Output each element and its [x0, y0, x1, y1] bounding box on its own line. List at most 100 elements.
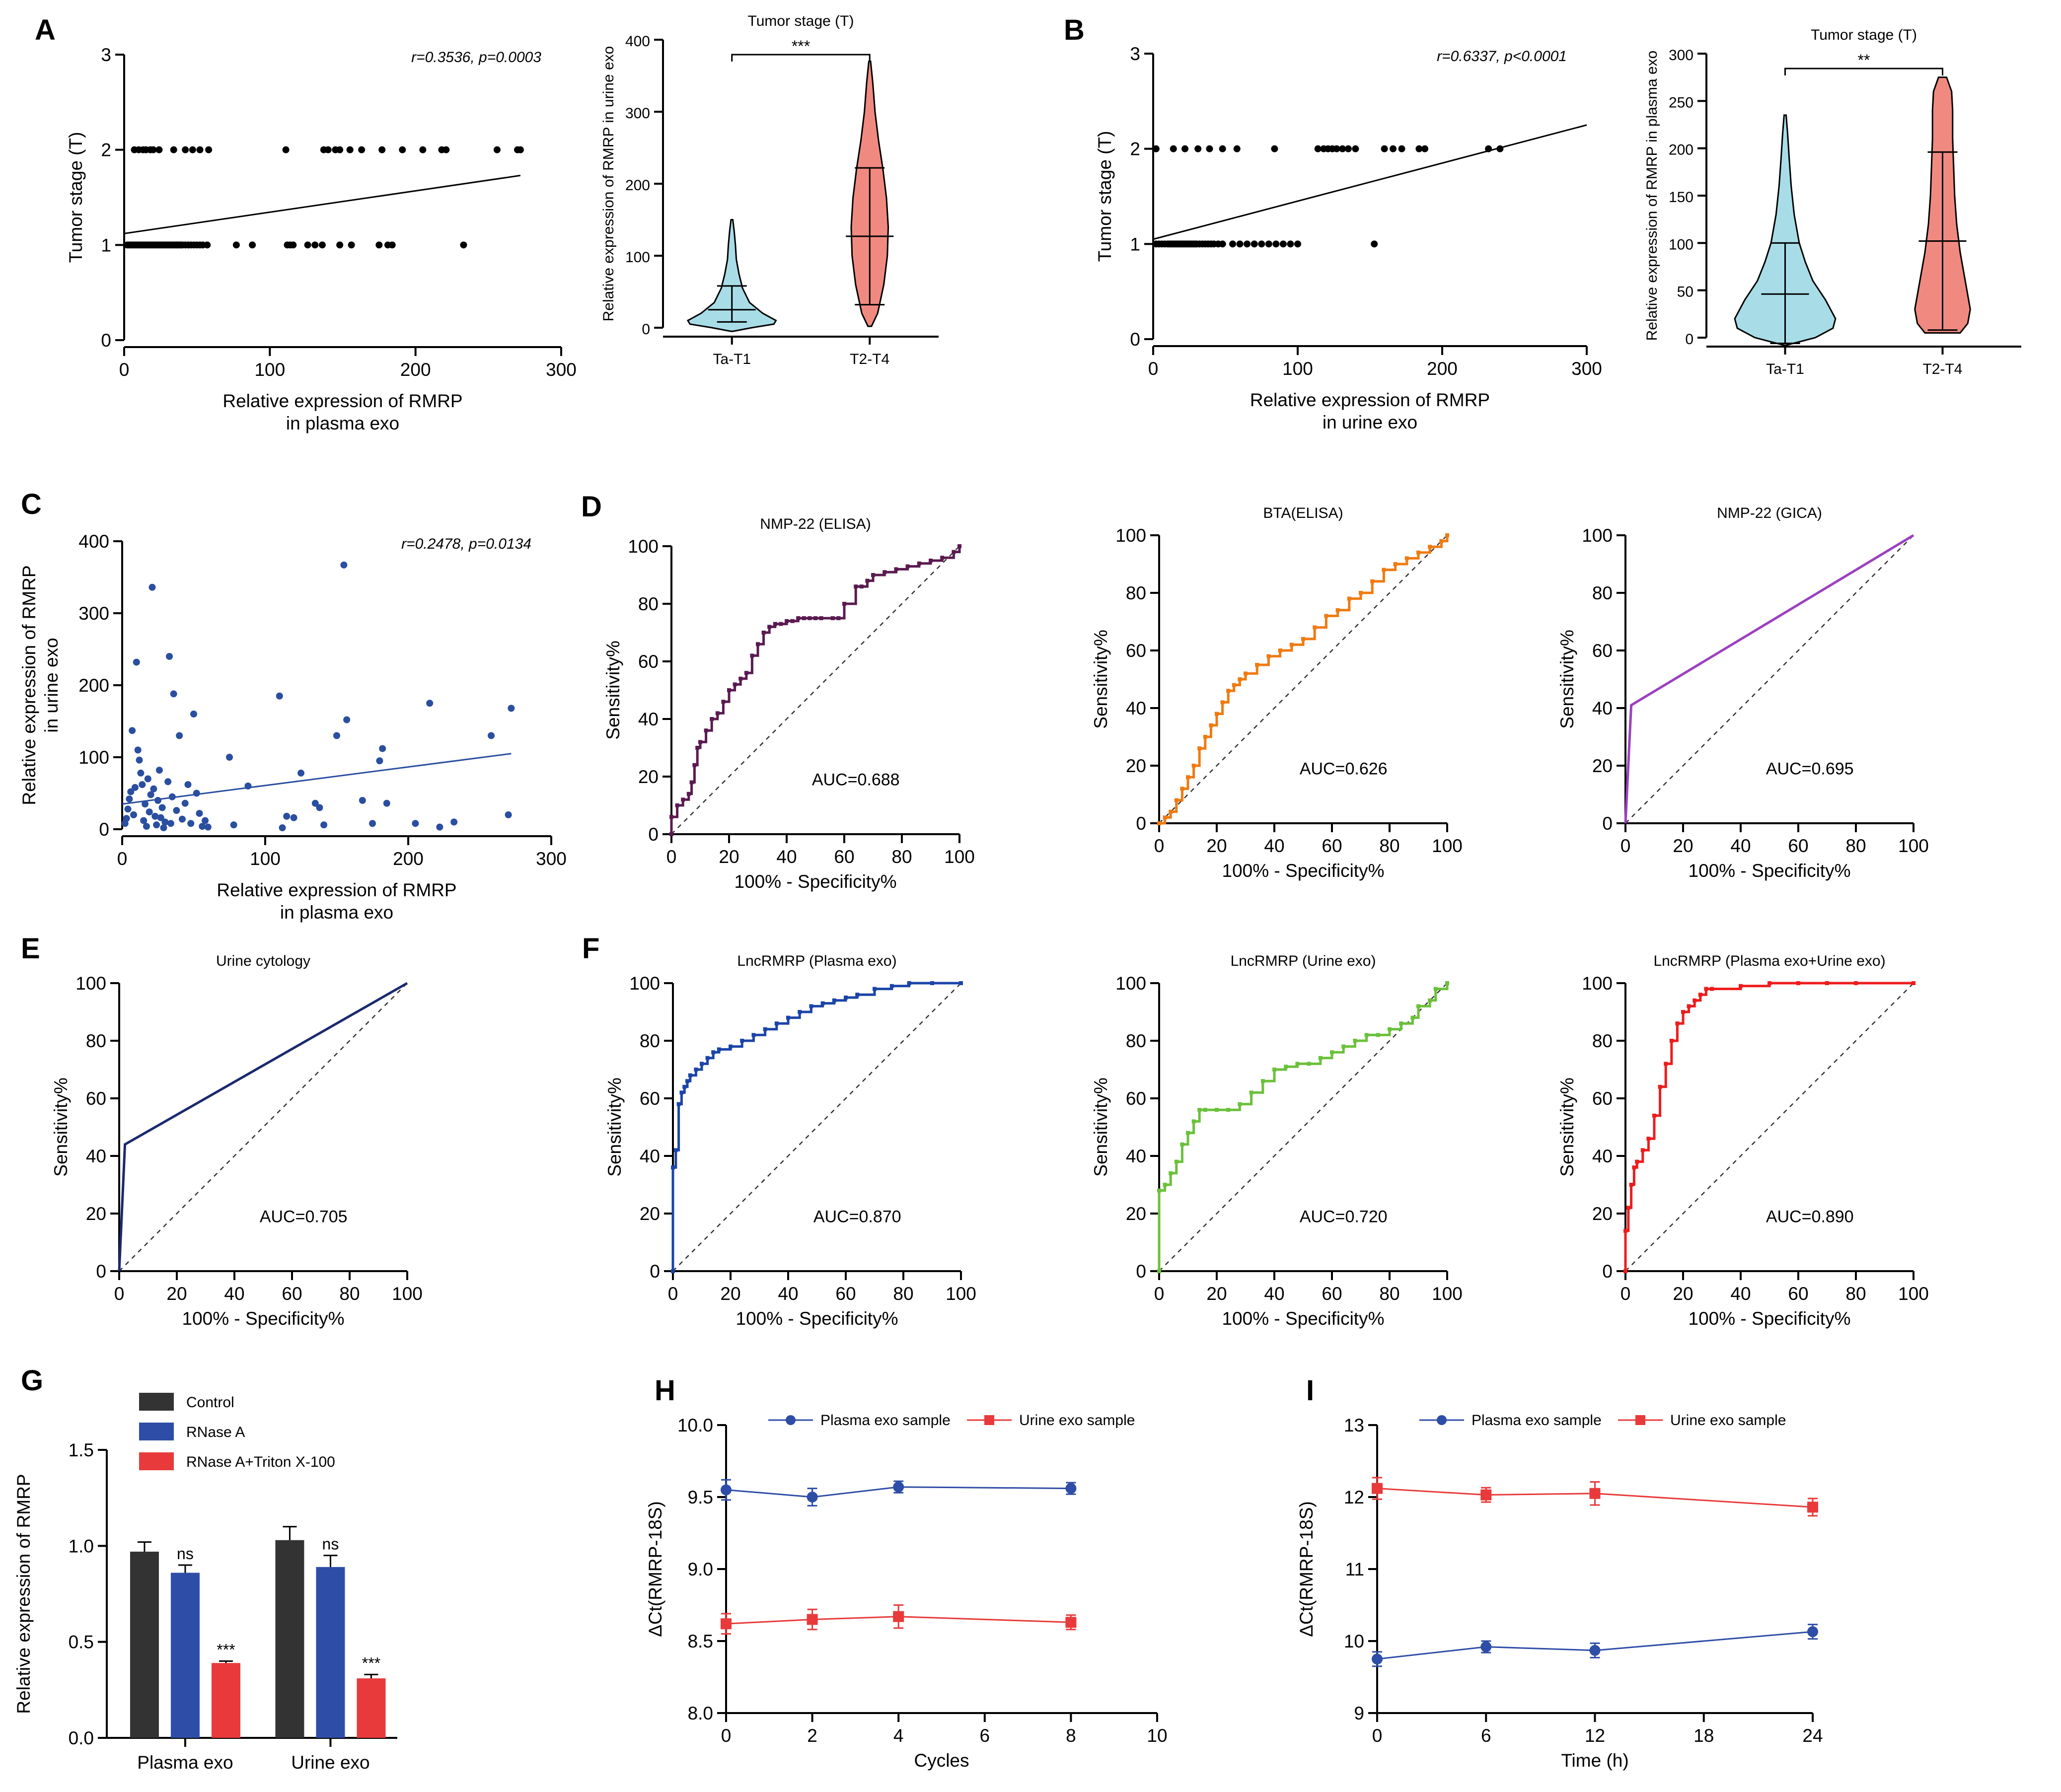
x-tick-label: 20 [1206, 836, 1227, 856]
auc-label: AUC=0.705 [260, 1207, 348, 1226]
bar-G_bar: 0.0 0.5 1.0 1.5 Plasma exo Urine exo Control ns… [13, 1364, 397, 1773]
scatter-point [1271, 145, 1278, 152]
roc-D1: 0 20 40 60 80 100 0 20 40 60 80 100 NMP-22 (ELISA) AU… [581, 491, 975, 892]
y-tick-label: 250 [1669, 94, 1693, 111]
reference-diagonal [671, 546, 960, 835]
scatter-point [139, 781, 146, 788]
data-marker [1589, 1488, 1601, 1499]
chart-title: LncRMRP (Plasma exo) [737, 953, 896, 969]
scatter-point [450, 818, 458, 826]
roc-point [959, 981, 963, 985]
roc-point [889, 984, 894, 988]
x-tick-label: 100 [1898, 836, 1929, 856]
y-tick-label: 300 [78, 603, 109, 624]
x-tick-label: 60 [1322, 836, 1342, 856]
chart-title: Tumor stage (T) [1811, 27, 1917, 43]
scatter-point [190, 711, 197, 717]
chart-title: BTA(ELISA) [1263, 505, 1343, 521]
data-marker [721, 1618, 732, 1630]
x-tick-label: 20 [719, 847, 739, 867]
roc-point [1307, 1062, 1311, 1066]
roc-point [1370, 579, 1375, 583]
reference-diagonal [1159, 535, 1448, 824]
roc-point [1169, 1171, 1173, 1175]
roc-point [1203, 735, 1207, 739]
x-tick-label: 40 [1264, 1284, 1284, 1304]
roc-point [1669, 1039, 1674, 1043]
y-axis-label: Tumor stage (T) [1095, 131, 1115, 262]
scatter-point [436, 823, 443, 831]
y-tick-label: 1.0 [69, 1536, 94, 1556]
x-category-label: T2-T4 [1922, 361, 1962, 377]
y-axis-label: Relative expression of RMRP in urine exo [600, 46, 617, 322]
x-tick-label: 0 [119, 359, 130, 380]
roc-point [832, 998, 836, 1003]
bar [275, 1540, 304, 1738]
y-tick-label: 3 [1130, 44, 1140, 64]
y-tick-label: 80 [638, 594, 659, 614]
x-tick-label: 100 [944, 847, 975, 867]
scatter-point [130, 811, 138, 818]
roc-point [1410, 1015, 1415, 1020]
x-tick-label: 24 [1802, 1725, 1823, 1746]
x-tick-label: 0 [117, 849, 128, 869]
x-axis-label: 100% - Specificity% [1222, 860, 1385, 881]
roc-point [1693, 998, 1697, 1003]
data-marker [893, 1611, 904, 1622]
y-tick-label: 100 [1669, 236, 1693, 253]
y-tick-label: 50 [1677, 284, 1693, 300]
x-axis-label: Cycles [914, 1750, 969, 1771]
scatter-point [379, 745, 386, 752]
y-tick-label: 100 [628, 536, 659, 557]
line-I_line: 9 10 11 12 13 0 6 12 18 24 Plasma exo sample Urine … [1296, 1374, 1823, 1771]
y-tick-label: 2 [1130, 139, 1140, 159]
y-tick-label: 20 [86, 1204, 106, 1224]
roc-point [1174, 798, 1178, 802]
x-tick-label: 0 [114, 1284, 125, 1304]
scatter-point [1371, 240, 1378, 248]
roc-point [905, 564, 910, 569]
scatter-point [276, 692, 283, 700]
scatter-point [460, 241, 467, 249]
significance-bracket [1784, 68, 1943, 75]
scatter-point [129, 727, 136, 734]
roc-point [813, 616, 817, 620]
regression-line [1153, 124, 1587, 240]
scatter-point [488, 732, 495, 739]
scatter-point [358, 146, 366, 153]
scatter-point [1170, 145, 1177, 152]
y-tick-label: 100 [1582, 973, 1613, 994]
chart-title: Tumor stage (T) [748, 13, 854, 29]
roc-point [1209, 723, 1213, 727]
scatter-point [369, 820, 376, 827]
roc-point [1445, 533, 1449, 537]
roc-point [705, 1056, 710, 1060]
roc-point [686, 791, 691, 796]
roc-point [808, 616, 812, 620]
roc-point [733, 682, 737, 687]
roc-point [710, 717, 714, 721]
roc-point [676, 1102, 681, 1106]
roc-point [729, 1044, 733, 1049]
roc-point [1912, 981, 1915, 985]
x-tick-label: 80 [893, 1284, 913, 1304]
roc-point [1681, 1010, 1685, 1014]
roc-point [1404, 556, 1409, 561]
y-axis-label: Relative expression of RMRP [19, 565, 39, 805]
scatter-point [1333, 145, 1340, 152]
roc-point [688, 1073, 692, 1077]
scatter-point [161, 818, 169, 826]
x-axis-label: 100% - Specificity% [1689, 860, 1851, 881]
y-tick-label: 400 [625, 33, 650, 50]
x-tick-label: 300 [546, 359, 577, 380]
roc-point [1445, 981, 1449, 985]
scatter-point [133, 658, 140, 666]
x-tick-label: 100 [946, 1284, 976, 1304]
x-tick-label: 40 [778, 1284, 798, 1304]
x-tick-label: 2 [807, 1725, 817, 1746]
roc-curve [1158, 983, 1449, 1271]
y-tick-label: 40 [638, 709, 659, 729]
x-tick-label: 4 [893, 1725, 904, 1746]
y-tick-label: 100 [1115, 973, 1146, 994]
roc-point [1186, 1131, 1190, 1135]
